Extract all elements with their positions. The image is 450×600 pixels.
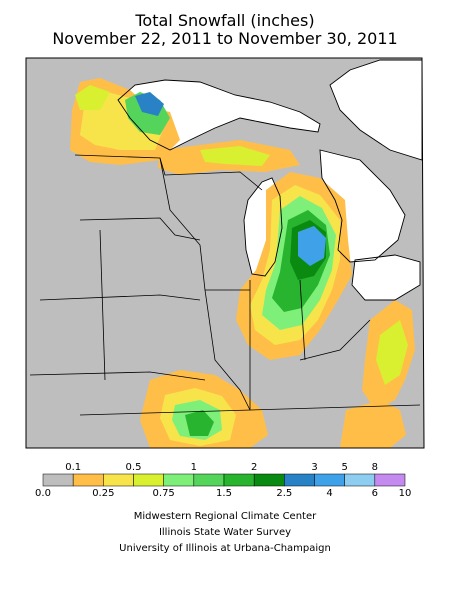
credit-line-1: Midwestern Regional Climate Center <box>133 511 317 522</box>
legend-lower-label: 1.5 <box>216 488 232 499</box>
legend-swatch <box>72 473 104 487</box>
legend-color-bar <box>42 473 406 487</box>
contour-up-1 <box>200 146 270 166</box>
legend-upper-label: 1 <box>190 462 198 473</box>
legend-swatch <box>374 473 406 487</box>
legend-upper-label: 3 <box>311 462 318 473</box>
legend-lower-label: 0.0 <box>35 488 51 499</box>
credit-line-2: Illinois State Water Survey <box>158 527 292 538</box>
contour-nw-4 <box>135 92 164 116</box>
legend-upper-label: 8 <box>371 462 379 473</box>
contour-oh-1 <box>376 320 408 385</box>
state-boundaries <box>29 154 421 416</box>
lake-erie <box>352 255 420 300</box>
map-title: Total Snowfall (inches) <box>135 11 315 30</box>
legend-swatch <box>253 473 285 487</box>
legend-upper-label: 2 <box>250 462 258 473</box>
legend-swatch <box>314 473 345 487</box>
legend-swatch <box>344 473 376 487</box>
legend-upper-label: 5 <box>341 462 348 473</box>
contour-se-0.1 <box>340 400 406 448</box>
map-frame <box>25 57 425 449</box>
legend-lower-label: 6 <box>371 488 379 499</box>
map-area <box>26 58 424 448</box>
legend-swatch <box>193 473 225 487</box>
legend-swatch <box>284 473 315 487</box>
legend-swatch <box>133 473 164 487</box>
legend-upper-label: 0.1 <box>65 462 82 473</box>
legend-swatch <box>163 473 195 487</box>
contour-s-2 <box>185 410 214 436</box>
legend-swatch <box>223 473 255 487</box>
legend-lower-label: 0.25 <box>92 488 115 499</box>
map-date-range: November 22, 2011 to November 30, 2011 <box>52 29 398 48</box>
contour-nw-1 <box>75 85 110 110</box>
legend-lower-label: 10 <box>398 488 412 499</box>
legend-swatch <box>103 473 134 487</box>
legend-lower-label: 2.5 <box>276 488 293 499</box>
legend-upper-label: 0.5 <box>125 462 142 473</box>
credit-line-3: University of Illinois at Urbana-Champai… <box>119 543 331 554</box>
northern-water <box>330 60 422 160</box>
legend-lower-label: 0.75 <box>152 488 175 499</box>
legend-lower-label: 4 <box>326 488 333 499</box>
coastlines <box>117 59 423 301</box>
legend-swatch <box>42 473 74 487</box>
contour-mi-5 <box>298 226 326 266</box>
